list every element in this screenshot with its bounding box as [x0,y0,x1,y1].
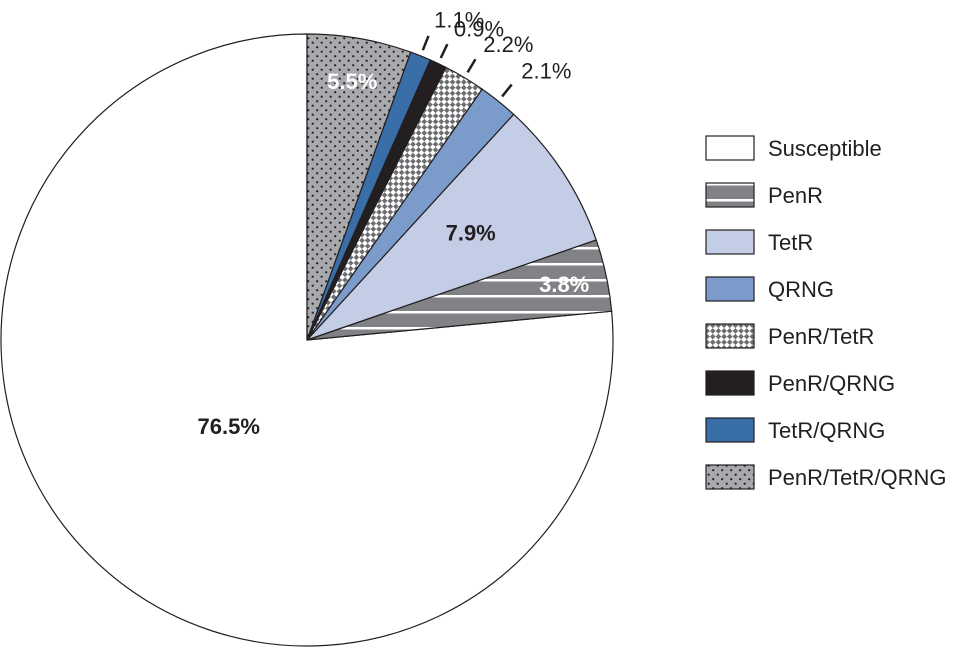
legend-label-penr: PenR [768,183,823,208]
legend-label-susceptible: Susceptible [768,136,882,161]
legend-item-penr-qrng: PenR/QRNG [705,370,895,396]
label-penr-qrng: 0.9% [454,16,504,41]
label-penr-tetr: 2.2% [483,32,533,57]
legend-item-tetr: TetR [705,229,813,255]
legend-item-penr: PenR [705,182,823,208]
legend-label-qrng: QRNG [768,277,834,302]
legend-label-penr-tetr-qrng: PenR/TetR/QRNG [768,465,947,490]
leader-tetr-qrng [421,35,430,51]
label-penr-tetr-qrng: 5.5% [327,69,377,94]
legend-swatch-qrng [705,276,755,302]
legend: Susceptible PenR TetR QRNG PenR/TetR PenR/QRN… [705,135,947,490]
slice-penr-tetr-qrng [306,33,412,341]
legend-swatch-penr-tetr-qrng [705,464,755,490]
slice-tetr [306,113,597,341]
legend-item-tetr-qrng: TetR/QRNG [705,417,885,443]
legend-item-susceptible: Susceptible [705,135,882,161]
legend-swatch-penr-qrng [705,370,755,396]
legend-swatch-susceptible [705,135,755,161]
legend-item-penr-tetr: PenR/TetR [705,323,874,349]
legend-item-penr-tetr-qrng: PenR/TetR/QRNG [705,464,947,490]
label-penr: 3.8% [539,272,589,297]
label-qrng: 2.1% [521,59,571,84]
legend-swatch-penr-tetr [705,323,755,349]
label-susceptible: 76.5% [198,414,260,439]
legend-item-qrng: QRNG [705,276,834,302]
legend-label-penr-qrng: PenR/QRNG [768,371,895,396]
label-leader-lines [421,35,513,98]
legend-swatch-penr [705,182,755,208]
legend-label-penr-tetr: PenR/TetR [768,324,874,349]
leader-penr-tetr [466,58,477,73]
legend-swatch-tetr [705,229,755,255]
leader-qrng [501,83,513,98]
legend-label-tetr: TetR [768,230,813,255]
pie-slices [0,33,614,647]
label-tetr-qrng: 1.1% [434,8,484,33]
label-tetr: 7.9% [446,220,496,245]
legend-swatch-tetr-qrng [705,417,755,443]
legend-label-tetr-qrng: TetR/QRNG [768,418,885,443]
slice-labels: 76.5% 3.8% 7.9% 2.1%2.2%0.9%1.1% 5.5% [198,8,590,439]
leader-penr-qrng [439,43,449,59]
